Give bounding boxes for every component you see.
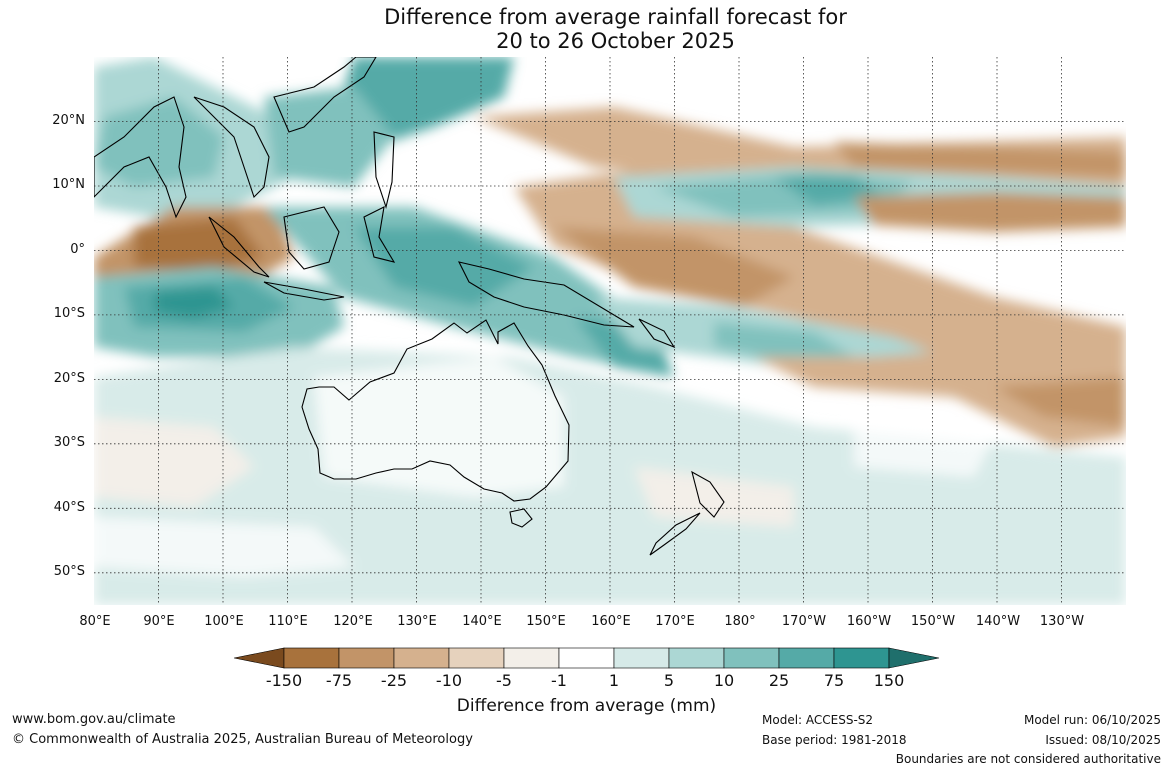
colorbar-segment xyxy=(503,647,560,669)
lat-label: 10°S xyxy=(53,306,85,321)
colorbar-segment xyxy=(338,647,395,669)
boundaries-disclaimer: Boundaries are not considered authoritat… xyxy=(895,752,1161,766)
colorbar-tick-label: -150 xyxy=(265,671,303,690)
colorbar-tick-label: -75 xyxy=(325,671,353,690)
lat-label: 50°S xyxy=(53,564,85,579)
lat-label: 0° xyxy=(70,242,85,257)
lon-label: 110°E xyxy=(268,614,308,629)
model-name: Model: ACCESS-S2 xyxy=(762,713,874,727)
lon-label: 140°W xyxy=(975,614,1021,629)
colorbar-segment xyxy=(558,647,615,669)
graticule xyxy=(94,57,1126,605)
lat-label: 40°S xyxy=(53,500,85,515)
colorbar-tick-label: -5 xyxy=(496,671,512,690)
colorbar-segment xyxy=(393,647,450,669)
lon-label: 150°W xyxy=(910,614,956,629)
colorbar-tick-label: 150 xyxy=(873,671,905,690)
lon-label: 90°E xyxy=(143,614,175,629)
lon-label: 150°E xyxy=(526,614,566,629)
colorbar-tick-label: 25 xyxy=(768,671,790,690)
colorbar-segment xyxy=(613,647,670,669)
lon-label: 170°E xyxy=(655,614,695,629)
colorbar-segment xyxy=(778,647,835,669)
lat-label: 30°S xyxy=(53,435,85,450)
website-link[interactable]: www.bom.gov.au/climate xyxy=(12,712,176,727)
colorbar-tick-label: 1 xyxy=(608,671,620,690)
colorbar-tick-label: -25 xyxy=(380,671,408,690)
coastlines xyxy=(94,57,725,556)
colorbar xyxy=(234,647,940,669)
map-title-line1: Difference from average rainfall forecas… xyxy=(384,5,847,29)
lon-label: 80°E xyxy=(79,614,111,629)
colorbar-segment xyxy=(448,647,505,669)
lon-label: 120°E xyxy=(333,614,373,629)
lon-label: 100°E xyxy=(204,614,244,629)
map-title-line2: 20 to 26 October 2025 xyxy=(496,29,735,53)
lon-label: 140°E xyxy=(462,614,502,629)
base-period: Base period: 1981-2018 xyxy=(762,733,907,747)
colorbar-tick-label: 75 xyxy=(823,671,845,690)
colorbar-tick-label: -1 xyxy=(551,671,567,690)
colorbar-tick-label: -10 xyxy=(435,671,463,690)
colorbar-segment xyxy=(668,647,725,669)
anomaly-field xyxy=(94,57,1126,605)
colorbar-segment xyxy=(723,647,780,669)
rainfall-anomaly-map xyxy=(94,57,1126,605)
colorbar-tick-label: 10 xyxy=(713,671,735,690)
colorbar-arrow-high xyxy=(888,647,940,669)
lon-label: 180° xyxy=(724,614,756,629)
colorbar-title: Difference from average (mm) xyxy=(456,696,717,716)
copyright-text: © Commonwealth of Australia 2025, Austra… xyxy=(12,732,473,747)
lon-label: 160°W xyxy=(846,614,892,629)
lat-label: 20°S xyxy=(53,371,85,386)
issued-date: Issued: 08/10/2025 xyxy=(1045,733,1161,747)
lon-label: 170°W xyxy=(781,614,827,629)
lon-label: 130°W xyxy=(1039,614,1085,629)
lon-label: 160°E xyxy=(591,614,631,629)
colorbar-arrow-low xyxy=(234,647,285,669)
lat-label: 20°N xyxy=(52,113,85,128)
lat-label: 10°N xyxy=(52,177,85,192)
colorbar-segment xyxy=(283,647,340,669)
model-run-date: Model run: 06/10/2025 xyxy=(1023,713,1161,727)
colorbar-segment xyxy=(833,647,890,669)
colorbar-tick-label: 5 xyxy=(663,671,675,690)
lon-label: 130°E xyxy=(397,614,437,629)
